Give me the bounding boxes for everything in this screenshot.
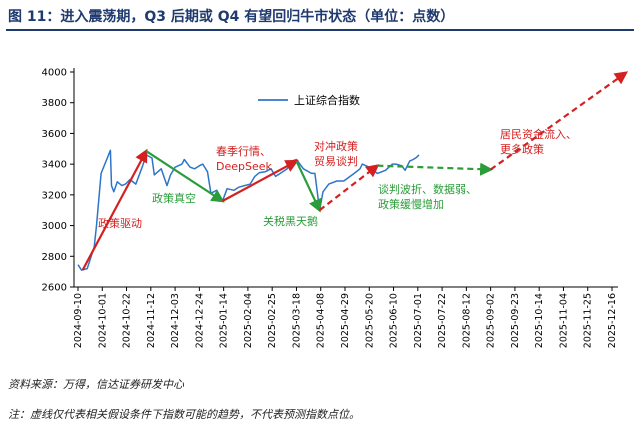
x-tick-label: 2025-02-04	[243, 293, 254, 348]
x-tick-label: 2024-10-01	[97, 293, 108, 348]
annotation-6-line-1: 谈判波折、数据弱、	[378, 182, 477, 196]
title-rule	[6, 29, 634, 31]
annotation-5-line-1: 对冲政策	[314, 139, 358, 153]
y-tick-label: 2800	[42, 252, 67, 263]
series-line-shanghai-composite	[77, 149, 420, 271]
x-tick-label: 2025-02-25	[267, 293, 278, 348]
y-tick-label: 3800	[42, 98, 67, 109]
annotation-7-line-2: 更多政策	[500, 142, 544, 156]
annotation-1-line-1: 政策驱动	[98, 216, 142, 230]
x-tick-label: 2024-10-22	[122, 293, 133, 348]
trend-arrow-3	[221, 159, 299, 202]
x-tick-label: 2024-11-12	[146, 293, 157, 348]
y-tick-label: 2600	[42, 283, 67, 294]
annotation-5-line-2: 贸易谈判	[314, 155, 358, 168]
x-tick-label: 2024-12-24	[194, 293, 205, 348]
trend-arrow-1	[81, 148, 148, 271]
annotation-4-line-1: 关税黑天鹅	[263, 214, 318, 228]
x-tick-labels: 2024-09-10 2024-10-01 2024-10-22 2024-11-12…	[73, 293, 618, 348]
y-tick-label: 3000	[42, 221, 67, 232]
x-tick-label: 2025-11-25	[583, 293, 594, 348]
y-tick-label: 3200	[42, 190, 67, 201]
trend-arrow-2	[145, 150, 225, 203]
chart: 2600 2800 3000 3200 3400 3600 3800 4000 2024-09…	[42, 68, 629, 348]
trend-arrow-5	[318, 164, 380, 212]
y-tick-label: 3600	[42, 129, 67, 140]
x-tick-label: 2025-07-01	[413, 293, 424, 348]
x-tick-label: 2025-10-14	[534, 293, 545, 348]
legend: 上证综合指数	[258, 93, 360, 107]
x-tick-label: 2025-07-22	[437, 293, 448, 348]
annotation-3-line-1: 春季行情、	[216, 145, 271, 158]
legend-label: 上证综合指数	[294, 93, 360, 107]
x-tick-label: 2025-11-04	[558, 293, 569, 348]
annotation-6-line-2: 政策缓慢增加	[378, 197, 444, 211]
x-tick-label: 2025-12-16	[607, 293, 618, 348]
axes	[70, 68, 618, 291]
chart-title: 图 11：进入震荡期，Q3 后期或 Q4 有望回归牛市状态（单位：点数）	[8, 9, 455, 25]
x-tick-label: 2025-06-10	[389, 293, 400, 348]
source-note: 资料来源：万得，信达证券研发中心	[8, 378, 184, 391]
x-tick-label: 2024-12-03	[170, 293, 181, 348]
y-tick-label: 3400	[42, 160, 67, 171]
y-tick-label: 4000	[42, 68, 67, 79]
x-tick-label: 2025-04-29	[340, 293, 351, 348]
x-tick-label: 2025-09-02	[486, 293, 497, 348]
y-tick-labels: 2600 2800 3000 3200 3400 3600 3800 4000	[42, 68, 67, 294]
trend-arrow-7	[489, 71, 629, 171]
x-tick-label: 2025-03-18	[291, 293, 302, 348]
series-layer	[77, 149, 420, 271]
footnote: 注：虚线仅代表相关假设条件下指数可能的趋势，不代表预测指数点位。	[8, 408, 360, 421]
x-tick-label: 2025-08-12	[461, 293, 472, 348]
annotation-2-line-1: 政策真空	[152, 191, 196, 205]
trend-arrow-4	[295, 160, 322, 213]
x-tick-label: 2025-09-23	[510, 293, 521, 348]
x-tick-label: 2024-09-10	[73, 293, 84, 348]
x-tick-label: 2025-01-14	[219, 293, 230, 348]
x-tick-label: 2025-04-08	[316, 293, 327, 348]
annotation-7-line-1: 居民资金流入、	[500, 127, 577, 141]
trend-arrows	[81, 71, 629, 271]
x-tick-label: 2025-05-20	[364, 293, 375, 348]
trend-arrow-6	[377, 162, 494, 176]
annotation-3-line-2: DeepSeek	[216, 160, 273, 173]
